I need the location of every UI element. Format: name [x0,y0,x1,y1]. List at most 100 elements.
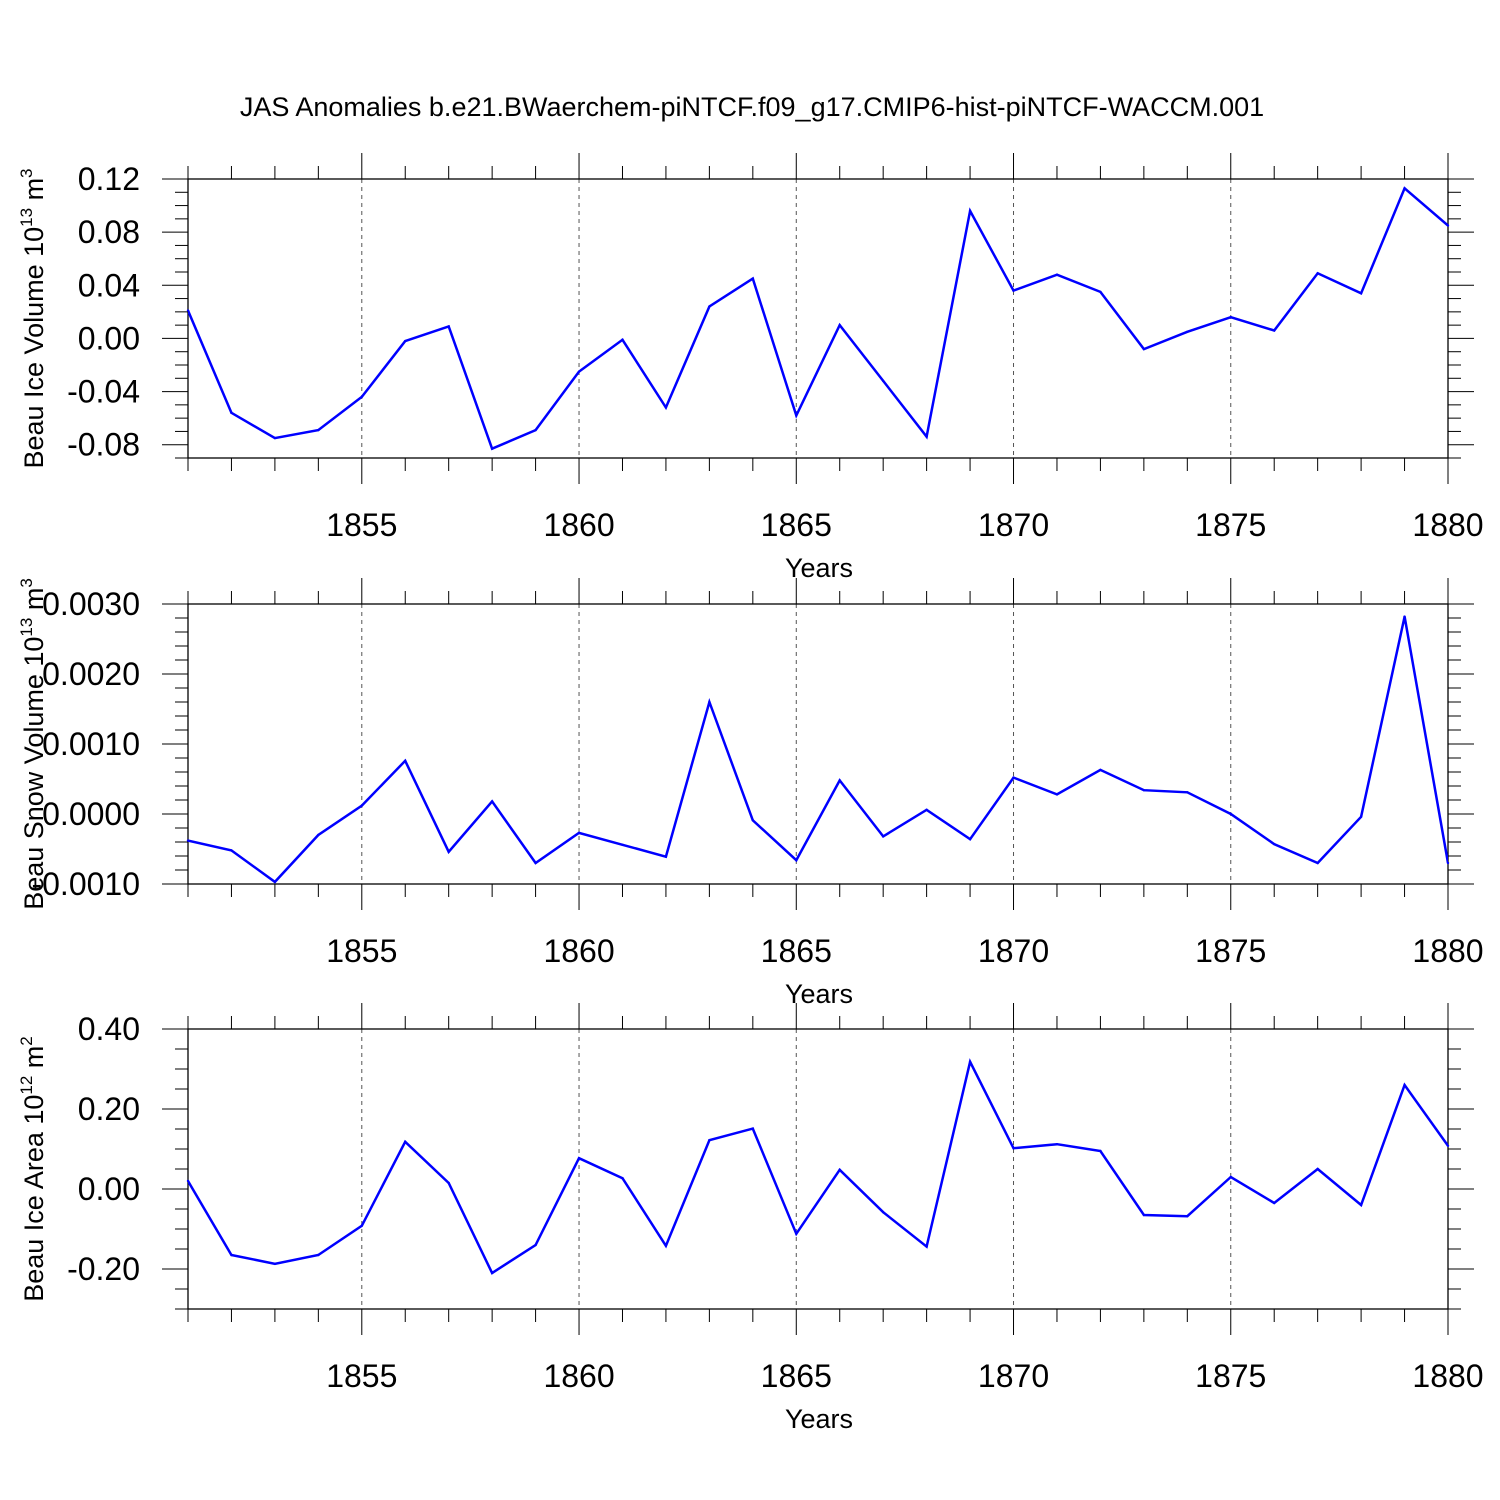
data-point [708,700,711,704]
y-tick-label: 0.04 [78,267,140,303]
data-point [1055,1143,1059,1146]
y-tick-label: -0.08 [67,427,140,463]
data-point [317,833,320,837]
data-point [1316,1167,1319,1171]
data-point [447,1181,450,1185]
data-point [1055,793,1059,796]
series-line [188,616,1448,884]
data-point [1273,329,1276,332]
data-point [708,1139,711,1142]
y-axis-title-exponent: 12 [17,1076,36,1095]
y-axis-title-unit: m [19,588,49,618]
data-point [1229,812,1232,816]
x-axis-title: Years [785,1404,853,1434]
data-point [838,1168,841,1172]
data-point [751,277,755,280]
data-point [447,325,450,328]
data-point [230,411,233,415]
data-point [968,838,972,841]
y-axis-title-unit-exponent: 3 [17,578,36,587]
x-tick-label: 1875 [1195,507,1266,543]
x-tick-label: 1855 [326,933,397,969]
data-point [1273,1201,1276,1205]
data-point [360,395,363,399]
x-tick-label: 1865 [761,507,832,543]
data-point [1403,1083,1406,1087]
y-axis-title-unit: m [19,1046,49,1076]
panels: 1855 1860 1865 1870 1875 1880 Years -0.08 -0.04 0… [17,153,1484,1434]
x-tick-label: 1860 [543,1358,614,1394]
data-point [881,379,885,383]
data-point [230,849,233,852]
data-point [1446,224,1450,227]
data-point [795,414,798,417]
data-point [490,800,494,803]
y-axis-title-exponent: 13 [17,208,36,227]
data-point [1316,861,1319,865]
data-point [1099,768,1102,772]
data-point [273,880,277,884]
y-axis-title: Beau Ice Area 1012 m2 [17,1036,49,1302]
series-line [188,186,1448,451]
y-axis-title: Beau Snow Volume 1013 m3 [17,578,49,910]
data-point [838,323,841,327]
data-point [1186,791,1189,794]
y-axis-title-main: Beau Snow Volume 10 [19,637,49,910]
data-point [1446,861,1450,865]
data-point [534,428,537,432]
data-point [1229,315,1232,319]
data-point [360,804,363,807]
data-point [1012,289,1015,292]
y-tick-label: 0.08 [78,214,140,250]
y-axis-title-main: Beau Ice Area 10 [19,1095,49,1302]
data-point [490,1271,494,1275]
data-point [577,831,581,835]
data-point [925,435,928,438]
y-axis-title-unit: m [19,178,49,208]
data-point [404,759,407,762]
x-tick-label: 1875 [1195,1358,1266,1394]
data-point [186,1179,190,1183]
data-point [751,1127,755,1130]
data-point [490,447,494,450]
data-point [1403,615,1406,618]
y-axis-title-unit-exponent: 3 [17,168,36,177]
data-point [708,305,711,308]
data-point [1012,776,1015,779]
data-point [1229,1175,1232,1179]
data-point [317,428,320,432]
y-tick-label: -0.0010 [31,866,140,902]
data-point [404,339,407,343]
data-point [925,808,928,811]
y-tick-label: 0.0020 [42,656,140,692]
data-point [1403,187,1406,190]
data-point [968,209,972,213]
x-tick-label: 1880 [1412,933,1483,969]
y-tick-label: 0.0030 [42,586,140,622]
data-point [1142,347,1146,351]
data-point [664,1244,668,1248]
data-point [447,850,450,853]
y-tick-label: -0.04 [67,374,140,410]
series-line [188,1058,1448,1275]
x-tick-label: 1860 [543,933,614,969]
x-axis-title: Years [785,979,853,1009]
data-point [664,855,668,858]
y-tick-label: 0.0010 [42,726,140,762]
data-point [1099,1149,1102,1153]
x-tick-label: 1855 [326,507,397,543]
data-point [1142,789,1146,792]
y-axis-title: Beau Ice Volume 1013 m3 [17,168,49,468]
x-tick-label: 1865 [761,933,832,969]
y-tick-label: -0.20 [67,1251,140,1287]
data-point [360,1224,363,1228]
data-point [577,370,581,373]
data-point [621,1177,624,1180]
data-point [577,1157,581,1160]
x-tick-label: 1870 [978,507,1049,543]
y-tick-label: 0.12 [78,161,140,197]
data-point [273,1262,277,1266]
data-point [1316,272,1319,275]
x-axis-title: Years [785,553,853,583]
data-point [1012,1147,1015,1150]
